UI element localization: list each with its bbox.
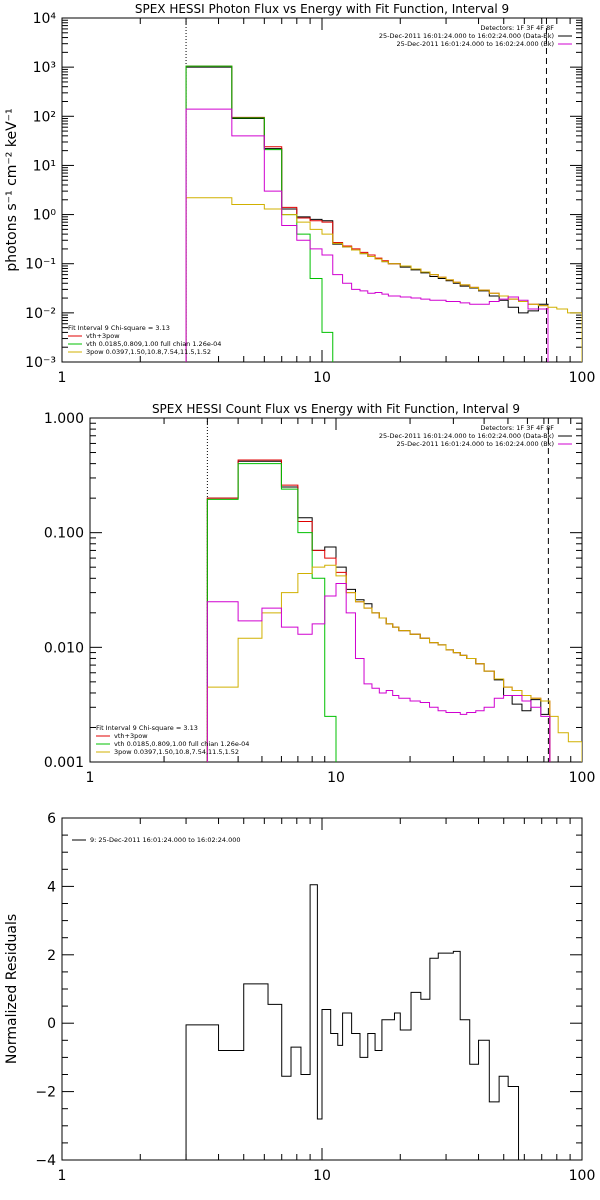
series-unnamed-4-line <box>206 583 551 762</box>
series-vth-3pow-line <box>206 459 551 762</box>
y-tick-label: 10³ <box>33 60 56 76</box>
y-tick-label: 10⁻³ <box>25 355 56 371</box>
y-tick-label: 0.100 <box>44 526 84 542</box>
series-group <box>185 884 520 1160</box>
series-vth-3pow-line <box>185 65 549 362</box>
y-tick-label: 10¹ <box>33 158 56 174</box>
series-vth-line <box>185 65 334 362</box>
chart-title: SPEX HESSI Count Flux vs Energy with Fit… <box>152 402 520 416</box>
chart-panel-2: 1 10 100 0.001 0.010 0.100 1.000 SPEX HESSI Cou… <box>44 402 595 786</box>
y-tick-label: 0.010 <box>44 640 84 656</box>
legend-topright-entry: 25-Dec-2011 16:01:24.000 to 16:02:24.000… <box>397 40 555 48</box>
legend-bottomleft-entry: Fit Interval 9 Chi-square = 3.13 <box>68 324 170 332</box>
series-unnamed-0-line <box>185 66 549 362</box>
x-tick-label: 1 <box>58 370 67 386</box>
x-tick-label: 10 <box>327 770 345 786</box>
legend-bottomleft-entry: vth 0.0185,0.809,1.00 full chian 1.26e-0… <box>86 340 221 348</box>
y-tick-label: −4 <box>35 1153 56 1169</box>
x-tick-label: 100 <box>569 770 596 786</box>
series-unnamed-4-line <box>185 108 549 362</box>
series-unnamed-0-line <box>185 884 520 1160</box>
x-tick-label: 10 <box>313 370 331 386</box>
legend-bottomleft-entry: vth+3pow <box>114 732 148 740</box>
legend-bottomleft-entry: vth 0.0185,0.809,1.00 full chian 1.26e-0… <box>114 740 249 748</box>
series-group <box>206 459 582 762</box>
legend-topleft-entry: 9: 25-Dec-2011 16:01:24.000 to 16:02:24.… <box>90 836 241 844</box>
chart-panel-1: 1 10 100 10⁻³ 10⁻² 10⁻¹ 10⁰ 10¹ 10² 10³ 10⁴ SPEX HE… <box>4 2 596 386</box>
y-tick-label: 1.000 <box>44 411 84 427</box>
y-axis-label: photons s⁻¹ cm⁻² keV⁻¹ <box>4 108 20 271</box>
legend-bottomleft-entry: 3pow 0.0397,1.50,10.8,7.54,11.5,1.52 <box>114 748 239 756</box>
x-tick-label: 100 <box>569 1168 596 1184</box>
series-unnamed-0-line <box>206 460 551 762</box>
y-tick-label: 4 <box>47 879 56 895</box>
legend-topright-entry: Detectors: 1F 3F 4F 8F <box>480 24 554 32</box>
y-tick-label: 10⁴ <box>33 11 57 27</box>
y-tick-label: −2 <box>35 1085 56 1101</box>
legend-topright-entry: 25-Dec-2011 16:01:24.000 to 16:02:24.000… <box>379 32 554 40</box>
y-tick-label: 10⁰ <box>33 208 57 224</box>
x-tick-label: 100 <box>569 370 596 386</box>
y-axis-label: Normalized Residuals <box>4 914 20 1064</box>
y-tick-label: 0.001 <box>44 755 84 771</box>
series-group <box>185 65 582 362</box>
y-tick-label: 2 <box>47 948 56 964</box>
chart-title: SPEX HESSI Photon Flux vs Energy with Fi… <box>135 2 509 16</box>
x-tick-label: 10 <box>313 1168 331 1184</box>
series-vth-line <box>206 463 337 762</box>
y-tick-label: 10⁻¹ <box>25 257 56 273</box>
legend-topright-entry: 25-Dec-2011 16:01:24.000 to 16:02:24.000… <box>379 432 554 440</box>
y-tick-label: 0 <box>47 1016 56 1032</box>
series-3pow-line <box>206 564 582 762</box>
legend-bottomleft-entry: 3pow 0.0397,1.50,10.8,7.54,11.5,1.52 <box>86 348 211 356</box>
series-3pow-line <box>185 197 582 362</box>
y-tick-label: 6 <box>47 811 56 827</box>
legend-bottomleft-entry: vth+3pow <box>86 332 120 340</box>
y-tick-label: 10⁻² <box>25 306 56 322</box>
legend-topright-entry: 25-Dec-2011 16:01:24.000 to 16:02:24.000… <box>397 440 555 448</box>
legend-bottomleft-entry: Fit Interval 9 Chi-square = 3.13 <box>96 724 198 732</box>
x-tick-label: 1 <box>58 1168 67 1184</box>
legend-topright-entry: Detectors: 1F 3F 4F 8F <box>480 424 554 432</box>
y-tick-label: 10² <box>33 109 56 125</box>
x-tick-label: 1 <box>86 770 95 786</box>
chart-panel-3: 1 10 100 −4 −2 0 2 4 6 Normalized Residuals 9: 25-… <box>4 811 595 1184</box>
